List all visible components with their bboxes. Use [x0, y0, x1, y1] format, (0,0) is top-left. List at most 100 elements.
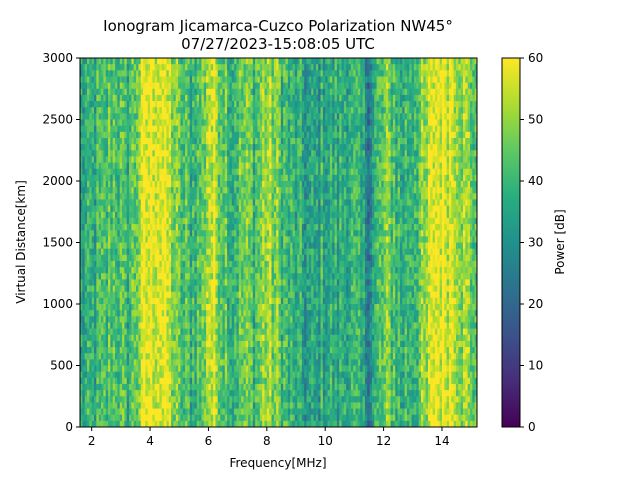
- heatmap-cell: [199, 371, 203, 379]
- heatmap-cell: [82, 131, 86, 139]
- heatmap-cell: [87, 94, 90, 102]
- heatmap-cell: [131, 304, 135, 311]
- heatmap-cell: [175, 187, 179, 194]
- heatmap-cell: [112, 187, 116, 194]
- heatmap-cell: [154, 125, 158, 133]
- heatmap-cell: [236, 396, 240, 403]
- heatmap-cell: [194, 242, 198, 250]
- heatmap-cell: [259, 328, 263, 336]
- heatmap-cell: [82, 94, 86, 102]
- heatmap-cell: [196, 131, 200, 139]
- heatmap-cell: [166, 187, 170, 194]
- heatmap-cell: [257, 58, 261, 65]
- heatmap-cell: [266, 279, 270, 287]
- heatmap-cell: [101, 144, 104, 151]
- heatmap-cell: [105, 390, 109, 397]
- heatmap-cell: [157, 328, 160, 336]
- heatmap-cell: [241, 82, 245, 90]
- heatmap-cell: [199, 199, 203, 207]
- heatmap-cell: [119, 316, 123, 324]
- heatmap-cell: [187, 304, 191, 311]
- heatmap-cell: [203, 224, 207, 231]
- heatmap-cell: [245, 199, 249, 207]
- heatmap-cell: [185, 199, 189, 207]
- heatmap-cell: [157, 82, 160, 90]
- heatmap-cell: [110, 150, 114, 157]
- heatmap-cell: [126, 316, 130, 324]
- heatmap-cell: [166, 248, 170, 256]
- heatmap-cell: [150, 82, 153, 90]
- heatmap-cell: [119, 131, 123, 139]
- heatmap-cell: [257, 131, 261, 139]
- heatmap-cell: [150, 248, 153, 256]
- heatmap-cell: [138, 224, 142, 231]
- heatmap-cell: [96, 304, 100, 311]
- heatmap-cell: [131, 242, 135, 250]
- heatmap-cell: [192, 322, 196, 330]
- heatmap-cell: [82, 297, 86, 305]
- heatmap-cell: [252, 217, 256, 225]
- heatmap-cell: [84, 242, 88, 250]
- heatmap-cell: [250, 217, 254, 225]
- heatmap-cell: [210, 174, 214, 182]
- heatmap-cell: [91, 193, 95, 201]
- heatmap-cell: [168, 211, 172, 219]
- heatmap-cell: [143, 82, 146, 90]
- heatmap-cell: [129, 297, 132, 305]
- heatmap-cell: [248, 420, 252, 427]
- heatmap-cell: [229, 291, 233, 299]
- heatmap-cell: [224, 211, 228, 219]
- heatmap-cell: [131, 316, 135, 324]
- heatmap-cell: [87, 273, 90, 280]
- heatmap-cell: [192, 144, 196, 151]
- heatmap-cell: [173, 211, 177, 219]
- heatmap-cell: [250, 310, 254, 317]
- heatmap-cell: [159, 242, 163, 250]
- heatmap-cell: [171, 267, 175, 274]
- heatmap-cell: [250, 131, 254, 139]
- heatmap-cell: [224, 340, 228, 348]
- heatmap-cell: [210, 199, 214, 207]
- heatmap-cell: [112, 414, 116, 422]
- heatmap-cell: [124, 365, 128, 373]
- heatmap-cell: [241, 316, 245, 324]
- heatmap-cell: [101, 347, 104, 354]
- heatmap-cell: [147, 144, 151, 151]
- heatmap-cell: [112, 304, 116, 311]
- heatmap-cell: [208, 273, 212, 280]
- heatmap-cell: [250, 88, 254, 96]
- heatmap-cell: [105, 76, 109, 84]
- heatmap-cell: [220, 230, 224, 237]
- heatmap-cell: [229, 316, 233, 324]
- heatmap-cell: [87, 420, 90, 427]
- heatmap-cell: [157, 156, 160, 164]
- heatmap-cell: [171, 390, 175, 397]
- heatmap-cell: [150, 187, 153, 194]
- heatmap-cell: [213, 371, 217, 379]
- heatmap-cell: [192, 248, 196, 256]
- heatmap-cell: [80, 58, 83, 65]
- heatmap-cell: [129, 150, 132, 157]
- heatmap-cell: [255, 371, 259, 379]
- heatmap-cell: [164, 211, 168, 219]
- heatmap-cell: [196, 58, 200, 65]
- heatmap-cell: [245, 119, 249, 127]
- heatmap-cell: [103, 267, 107, 274]
- heatmap-cell: [269, 156, 273, 164]
- heatmap-cell: [215, 230, 219, 237]
- heatmap-cell: [241, 322, 245, 330]
- heatmap-cell: [84, 365, 88, 373]
- heatmap-cell: [208, 131, 212, 139]
- heatmap-cell: [257, 316, 261, 324]
- heatmap-cell: [131, 408, 135, 416]
- heatmap-cell: [273, 82, 277, 90]
- heatmap-cell: [173, 310, 177, 317]
- heatmap-cell: [124, 279, 128, 287]
- heatmap-cell: [143, 420, 146, 427]
- heatmap-cell: [110, 377, 114, 385]
- heatmap-cell: [164, 107, 168, 114]
- heatmap-cell: [187, 371, 191, 379]
- heatmap-cell: [266, 94, 270, 102]
- heatmap-cell: [248, 224, 252, 231]
- heatmap-cell: [108, 211, 111, 219]
